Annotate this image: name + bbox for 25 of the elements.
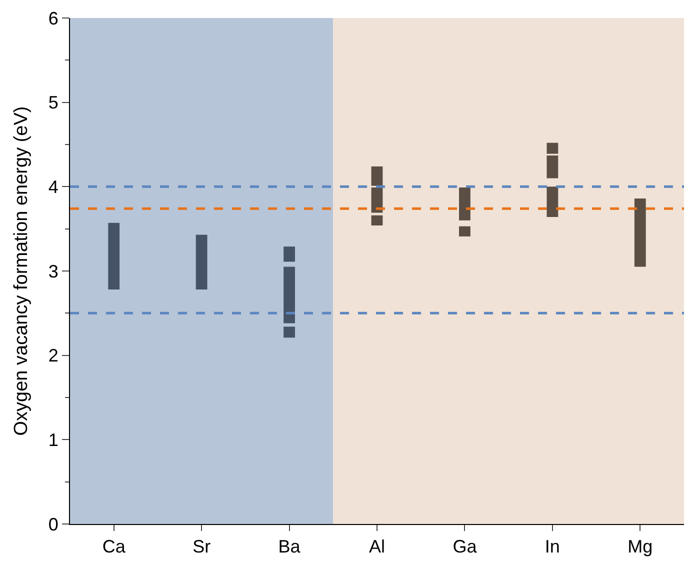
y-tick-label: 5	[48, 92, 58, 113]
y-tick-label: 6	[48, 8, 58, 28]
bar	[196, 234, 208, 290]
bar	[108, 222, 120, 290]
bar	[546, 186, 558, 218]
x-tick-label: Al	[368, 536, 386, 557]
x-tick-label: Ca	[102, 536, 126, 557]
y-tick-label: 4	[48, 176, 58, 197]
y-axis-title: Oxygen vacancy formation energy (eV)	[11, 106, 32, 436]
x-tick-label: In	[544, 536, 560, 557]
bar	[284, 266, 295, 324]
y-tick-label: 0	[48, 514, 58, 534]
bar	[284, 326, 295, 338]
x-tick-label: Ba	[278, 536, 302, 557]
x-tick-label: Mg	[628, 536, 653, 557]
bar	[459, 226, 470, 236]
bar	[459, 188, 470, 220]
y-tick-label: 3	[48, 261, 58, 282]
y-tick-label: 2	[48, 346, 58, 366]
bar	[284, 246, 295, 262]
bar	[371, 215, 383, 226]
bar	[634, 198, 646, 267]
x-tick-label: Sr	[192, 536, 211, 557]
y-tick-label: 1	[48, 430, 58, 450]
x-tick-label: Ga	[452, 536, 478, 557]
